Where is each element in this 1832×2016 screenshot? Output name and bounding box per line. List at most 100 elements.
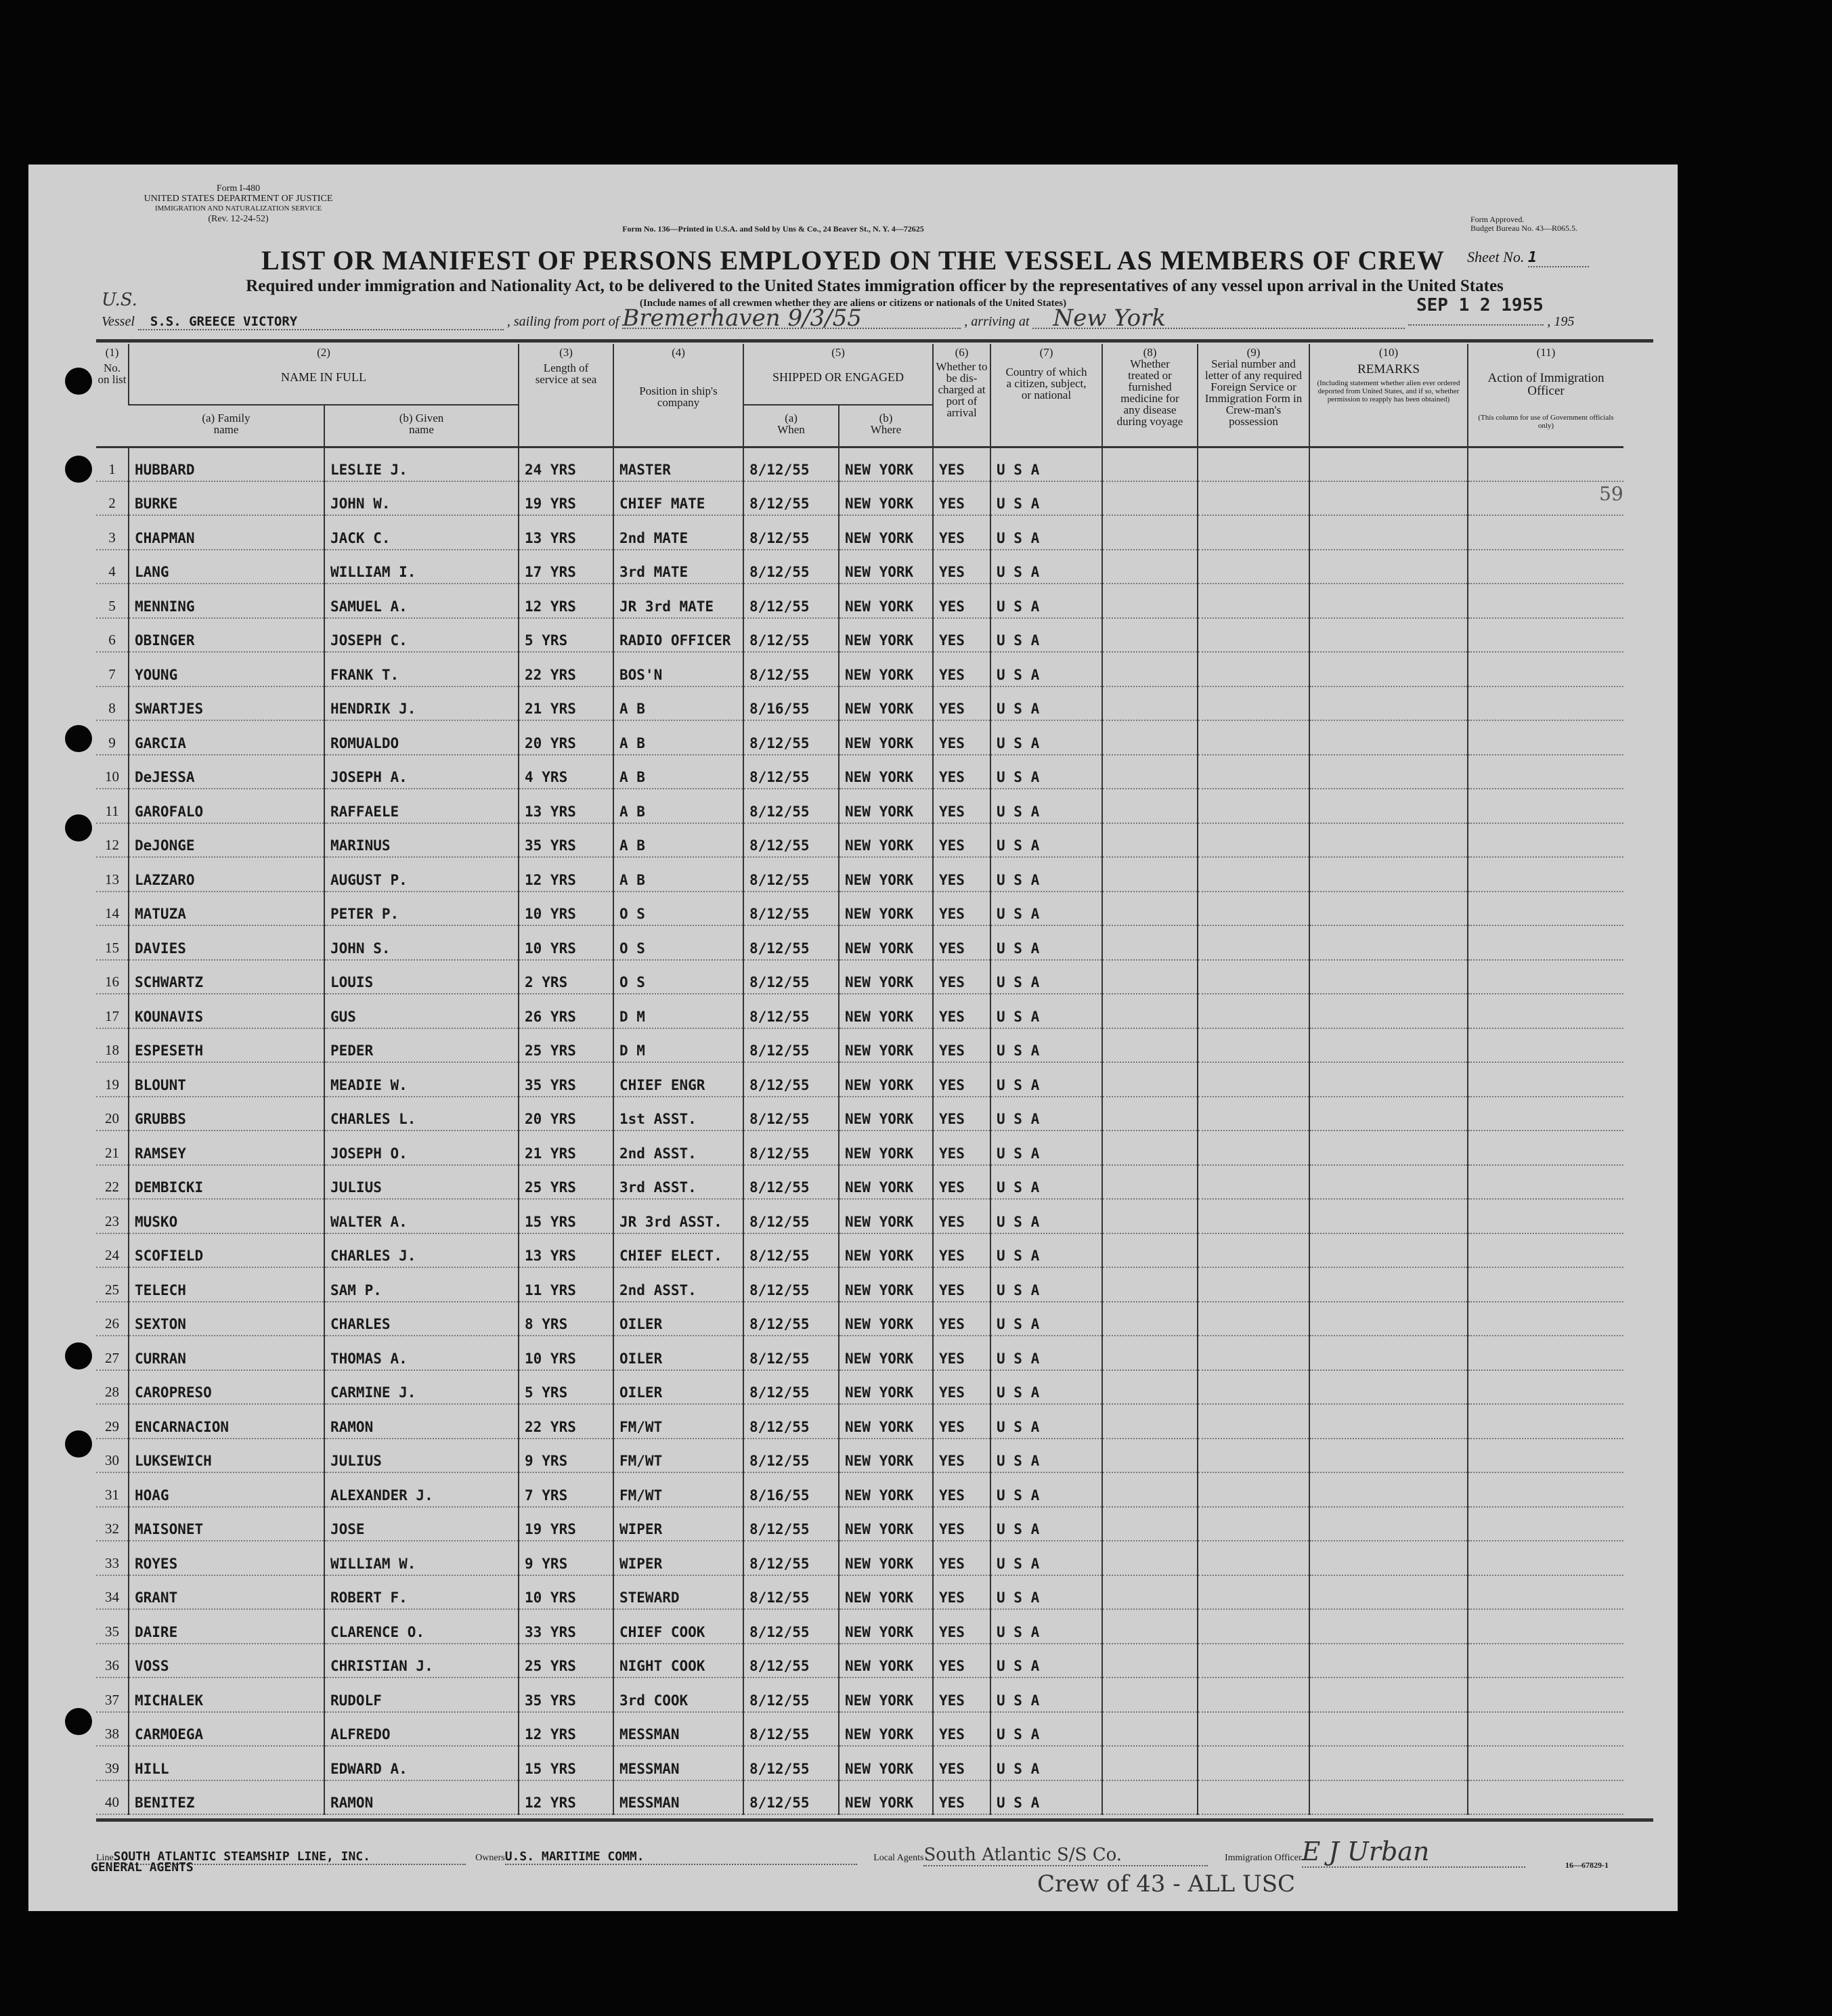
citizenship-cell: U S A bbox=[990, 1472, 1102, 1508]
empty-cell bbox=[1467, 617, 1623, 653]
empty-cell bbox=[1467, 1506, 1623, 1541]
citizenship-cell: U S A bbox=[990, 1643, 1102, 1678]
empty-cell bbox=[1102, 1541, 1198, 1576]
empty-cell bbox=[1467, 789, 1623, 824]
empty-cell bbox=[1197, 1131, 1309, 1166]
family-name-cell: BURKE bbox=[128, 481, 324, 516]
budget-bureau: Budget Bureau No. 43—R065.5. bbox=[1470, 223, 1577, 233]
discharged-cell: YES bbox=[932, 823, 990, 858]
position-cell: A B bbox=[613, 686, 743, 721]
given-name-cell: LOUIS bbox=[324, 959, 519, 994]
line-label: Line bbox=[96, 1853, 114, 1863]
empty-cell bbox=[1102, 754, 1198, 789]
empty-cell bbox=[1467, 1131, 1623, 1166]
table-row: 19 BLOUNT MEADIE W. 35 YRS CHIEF ENGR 8/12/55… bbox=[96, 1062, 1623, 1097]
row-number: 7 bbox=[96, 652, 129, 687]
shipped-where-cell: NEW YORK bbox=[838, 1062, 933, 1097]
length-of-service-cell: 10 YRS bbox=[518, 891, 613, 926]
shipped-where-cell: NEW YORK bbox=[838, 1575, 933, 1610]
empty-cell bbox=[1102, 1506, 1198, 1541]
punch-hole bbox=[65, 368, 92, 395]
shipped-when-cell: 8/12/55 bbox=[743, 515, 839, 550]
row-number: 21 bbox=[96, 1131, 129, 1166]
approval-block: Form Approved. Budget Bureau No. 43—R065… bbox=[1470, 215, 1577, 233]
row-number: 20 bbox=[96, 1096, 129, 1131]
position-cell: A B bbox=[613, 823, 743, 858]
shipped-where-cell: NEW YORK bbox=[838, 1369, 933, 1405]
length-of-service-cell: 24 YRS bbox=[518, 447, 613, 482]
table-row: 26 SEXTON CHARLES 8 YRS OILER 8/12/55 NEW YORK… bbox=[96, 1301, 1623, 1336]
table-row: 2 BURKE JOHN W. 19 YRS CHIEF MATE 8/12/55 NEW … bbox=[96, 481, 1623, 516]
family-name-cell: LANG bbox=[128, 549, 324, 584]
vessel-label: Vessel bbox=[102, 314, 135, 329]
row-number: 26 bbox=[96, 1301, 129, 1336]
empty-cell bbox=[1309, 1575, 1468, 1610]
length-of-service-cell: 25 YRS bbox=[518, 1028, 613, 1063]
empty-cell bbox=[1467, 1472, 1623, 1508]
position-cell: 2nd ASST. bbox=[613, 1267, 743, 1302]
empty-cell bbox=[1309, 994, 1468, 1029]
given-name-cell: THOMAS A. bbox=[324, 1336, 519, 1371]
empty-cell bbox=[1197, 1369, 1309, 1405]
shipped-where-cell: NEW YORK bbox=[838, 994, 933, 1029]
given-name-cell: FRANK T. bbox=[324, 652, 519, 687]
family-name-cell: HUBBARD bbox=[128, 447, 324, 482]
empty-cell bbox=[1467, 1711, 1623, 1747]
table-header: (1) No. on list (2) NAME IN FULL (3) Length… bbox=[96, 344, 1623, 447]
family-name-cell: GARCIA bbox=[128, 720, 324, 755]
table-row: 28 CAROPRESO CARMINE J. 5 YRS OILER 8/12/55 NE… bbox=[96, 1369, 1623, 1405]
given-name-cell: ALFREDO bbox=[324, 1711, 519, 1747]
position-cell: 2nd ASST. bbox=[613, 1131, 743, 1166]
shipped-when-cell: 8/12/55 bbox=[743, 1609, 839, 1644]
length-of-service-cell: 21 YRS bbox=[518, 686, 613, 721]
given-name-cell: ROBERT F. bbox=[324, 1575, 519, 1610]
discharged-cell: YES bbox=[932, 686, 990, 721]
empty-cell bbox=[1102, 617, 1198, 653]
empty-cell bbox=[1197, 1711, 1309, 1747]
citizenship-cell: U S A bbox=[990, 857, 1102, 892]
given-name-cell: RUDOLF bbox=[324, 1678, 519, 1713]
discharged-cell: YES bbox=[932, 994, 990, 1029]
row-number: 30 bbox=[96, 1438, 129, 1473]
given-name-cell: JOHN W. bbox=[324, 481, 519, 516]
family-name-cell: CAROPRESO bbox=[128, 1369, 324, 1405]
table-row: 7 YOUNG FRANK T. 22 YRS BOS'N 8/12/55 NEW YORK… bbox=[96, 652, 1623, 687]
empty-cell bbox=[1197, 789, 1309, 824]
officer-signature: E J Urban bbox=[1301, 1837, 1525, 1868]
empty-cell bbox=[1467, 686, 1623, 721]
position-cell: A B bbox=[613, 789, 743, 824]
empty-cell bbox=[1197, 720, 1309, 755]
citizenship-cell: U S A bbox=[990, 549, 1102, 584]
shipped-when-cell: 8/12/55 bbox=[743, 1062, 839, 1097]
citizenship-cell: U S A bbox=[990, 891, 1102, 926]
empty-cell bbox=[1467, 754, 1623, 789]
row-number: 28 bbox=[96, 1369, 129, 1405]
row-number: 36 bbox=[96, 1643, 129, 1678]
empty-cell bbox=[1102, 1199, 1198, 1234]
empty-cell bbox=[1309, 1472, 1468, 1508]
shipped-where-cell: NEW YORK bbox=[838, 1438, 933, 1473]
empty-cell bbox=[1197, 1506, 1309, 1541]
empty-cell bbox=[1102, 1131, 1198, 1166]
empty-cell bbox=[1197, 857, 1309, 892]
position-cell: CHIEF ELECT. bbox=[613, 1233, 743, 1268]
discharged-cell: YES bbox=[932, 857, 990, 892]
family-name-cell: CHAPMAN bbox=[128, 515, 324, 550]
empty-cell bbox=[1309, 1609, 1468, 1644]
shipped-where-cell: NEW YORK bbox=[838, 686, 933, 721]
empty-cell bbox=[1102, 1301, 1198, 1336]
row-number: 29 bbox=[96, 1404, 129, 1439]
position-cell: JR 3rd ASST. bbox=[613, 1199, 743, 1234]
given-name-cell: GUS bbox=[324, 994, 519, 1029]
empty-cell bbox=[1309, 686, 1468, 721]
given-name-cell: WILLIAM I. bbox=[324, 549, 519, 584]
table-row: 35 DAIRE CLARENCE O. 33 YRS CHIEF COOK 8/12/5… bbox=[96, 1609, 1623, 1644]
position-cell: O S bbox=[613, 959, 743, 994]
empty-cell bbox=[1309, 1506, 1468, 1541]
family-name-cell: DAIRE bbox=[128, 1609, 324, 1644]
table-row: 14 MATUZA PETER P. 10 YRS O S 8/12/55 NEW YORK… bbox=[96, 891, 1623, 926]
family-name-cell: SCHWARTZ bbox=[128, 959, 324, 994]
empty-cell bbox=[1309, 1164, 1468, 1200]
citizenship-cell: U S A bbox=[990, 959, 1102, 994]
family-name-cell: GAROFALO bbox=[128, 789, 324, 824]
